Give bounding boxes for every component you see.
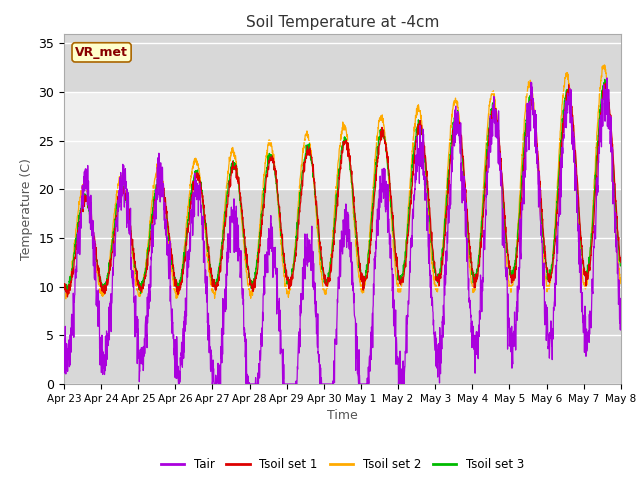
Title: Soil Temperature at -4cm: Soil Temperature at -4cm [246,15,439,30]
Text: VR_met: VR_met [75,46,128,59]
Y-axis label: Temperature (C): Temperature (C) [20,158,33,260]
X-axis label: Time: Time [327,409,358,422]
Bar [64,92,621,189]
Legend: Tair, Tsoil set 1, Tsoil set 2, Tsoil set 3: Tair, Tsoil set 1, Tsoil set 2, Tsoil se… [156,454,529,476]
